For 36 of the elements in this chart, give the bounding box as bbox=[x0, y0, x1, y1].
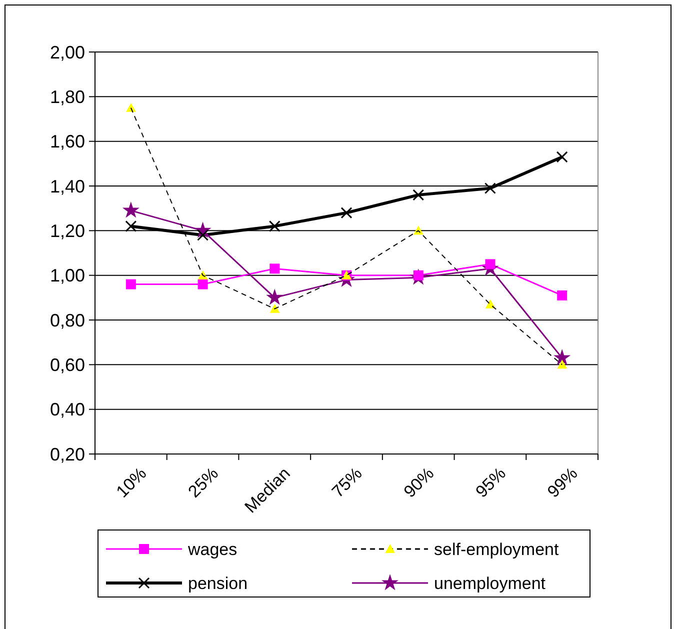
y-tick-label: 1,80 bbox=[50, 86, 85, 107]
point bbox=[125, 220, 137, 232]
point bbox=[556, 151, 568, 163]
point bbox=[412, 189, 424, 201]
point bbox=[557, 290, 568, 300]
legend-label: pension bbox=[188, 574, 248, 593]
point bbox=[557, 360, 568, 369]
point bbox=[554, 349, 571, 366]
legend-label: unemployment bbox=[434, 574, 546, 593]
point bbox=[122, 202, 140, 218]
point bbox=[484, 182, 496, 194]
point bbox=[266, 288, 284, 305]
point bbox=[198, 279, 208, 290]
y-tick-label: 1,40 bbox=[50, 176, 85, 196]
y-tick-label: 0,20 bbox=[50, 444, 85, 464]
point bbox=[270, 304, 280, 313]
x-tick-label: 99% bbox=[544, 464, 582, 502]
x-tick-label: 75% bbox=[328, 464, 366, 502]
y-tick-label: 2,00 bbox=[50, 42, 85, 62]
y-tick-label: 1,00 bbox=[50, 266, 85, 286]
x-tick-label: 95% bbox=[472, 464, 510, 502]
y-tick-label: 0,60 bbox=[50, 354, 85, 375]
legend-label: self-employment bbox=[434, 540, 559, 559]
point bbox=[270, 264, 280, 274]
point bbox=[485, 299, 496, 308]
legend-label: wages bbox=[187, 540, 238, 559]
point bbox=[340, 207, 352, 219]
point bbox=[268, 220, 280, 232]
point bbox=[485, 259, 496, 270]
point bbox=[126, 102, 136, 112]
y-tick-label: 0,80 bbox=[50, 310, 85, 330]
y-tick-label: 1,60 bbox=[50, 132, 85, 152]
x-tick-label: 90% bbox=[400, 464, 438, 502]
y-tick-label: 0,40 bbox=[50, 400, 85, 420]
point bbox=[126, 279, 136, 290]
y-tick-label: 1,20 bbox=[50, 220, 85, 241]
